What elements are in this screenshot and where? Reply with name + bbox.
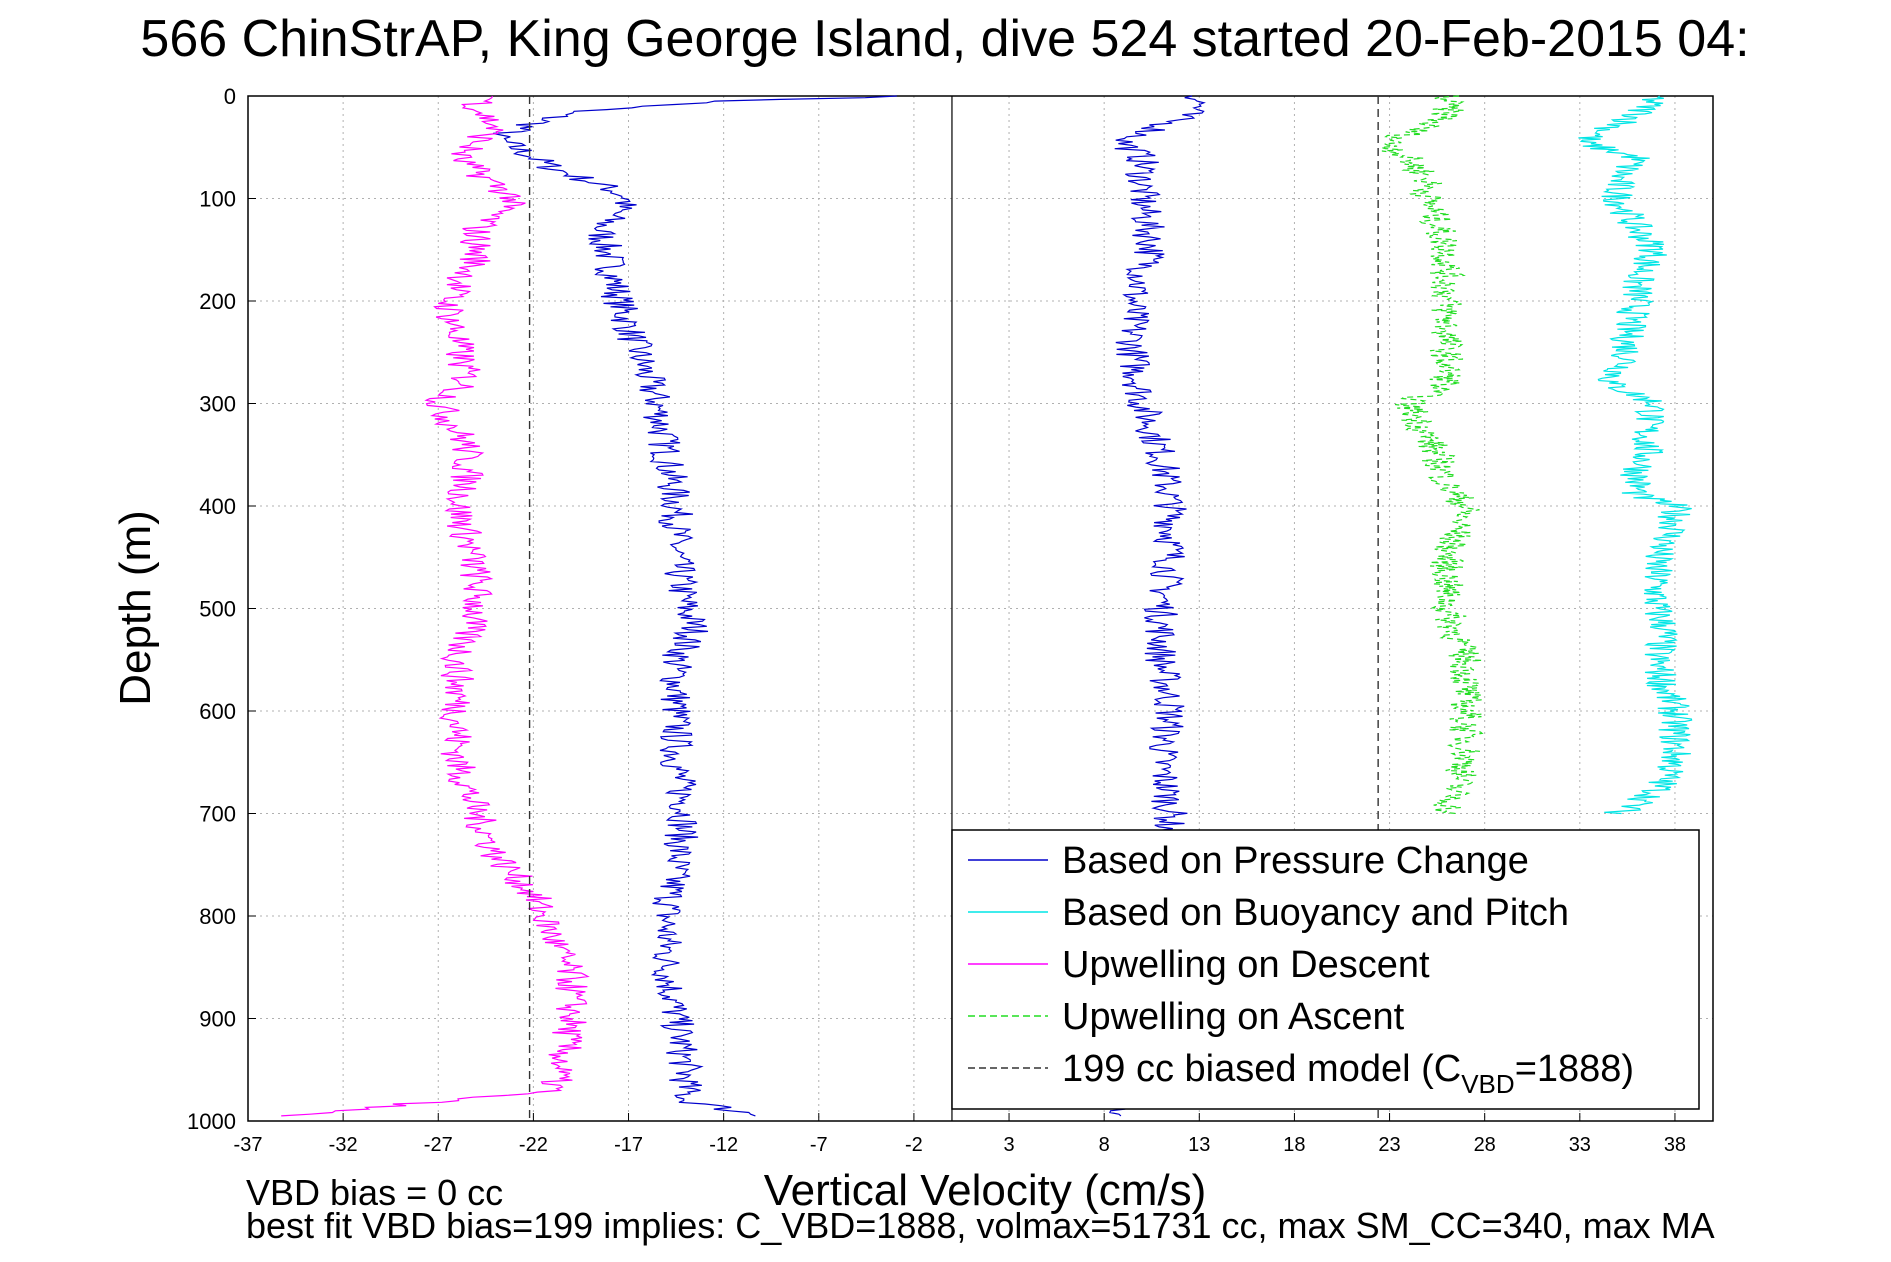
x-tick-label: -12: [709, 1134, 738, 1156]
x-tick-label: 23: [1378, 1134, 1400, 1156]
legend: Based on Pressure Change Based on Buoyanc…: [951, 829, 1700, 1110]
legend-label: Based on Buoyancy and Pitch: [1062, 892, 1569, 934]
x-tick-label: -2: [905, 1134, 923, 1156]
x-tick-labels: -37 -32 -27 -22 -17 -12 -7 -2 3 8 13 18 23 28 33 38: [234, 1134, 1687, 1156]
x-tick-label: -37: [234, 1134, 263, 1156]
chart-title: 566 ChinStrAP, King George Island, dive …: [140, 10, 1749, 68]
legend-label: Upwelling on Descent: [1062, 944, 1430, 986]
series-line: [492, 95, 897, 1117]
y-axis-label: Depth (m): [111, 510, 160, 706]
series-line: [1381, 95, 1484, 815]
x-tick-label: -7: [810, 1134, 828, 1156]
y-tick-label: 300: [199, 392, 236, 417]
y-tick-label: 700: [199, 802, 236, 827]
legend-box: [951, 829, 1700, 1110]
x-tick-label: -22: [519, 1134, 548, 1156]
series-line: [1578, 95, 1693, 815]
x-tick-label: 8: [1099, 1134, 1110, 1156]
plot-area: [247, 95, 1714, 1122]
y-tick-label: 500: [199, 597, 236, 622]
y-tick-label: 400: [199, 494, 236, 519]
x-tick-label: -17: [614, 1134, 643, 1156]
x-tick-label: 3: [1003, 1134, 1014, 1156]
y-tick-label: 900: [199, 1007, 236, 1032]
best-fit-note: best fit VBD bias=199 implies: C_VBD=188…: [246, 1205, 1715, 1246]
legend-label: Upwelling on Ascent: [1062, 996, 1405, 1038]
x-tick-label: 13: [1188, 1134, 1210, 1156]
y-tick-label: 1000: [187, 1109, 236, 1134]
x-tick-label: 18: [1283, 1134, 1305, 1156]
y-tick-label: 800: [199, 904, 236, 929]
vbd-bias-note: VBD bias = 0 cc: [246, 1172, 503, 1213]
x-tick-label: -27: [424, 1134, 453, 1156]
x-tick-label: 38: [1664, 1134, 1686, 1156]
y-tick-label: 200: [199, 289, 236, 314]
y-tick-label: 600: [199, 699, 236, 724]
x-axis-label: Vertical Velocity (cm/s): [764, 1166, 1207, 1215]
x-tick-label: -32: [329, 1134, 358, 1156]
x-tick-label: 28: [1474, 1134, 1496, 1156]
series-line: [281, 95, 590, 1117]
y-tick-label: 100: [199, 187, 236, 212]
legend-label: Based on Pressure Change: [1062, 840, 1529, 882]
x-tick-label: 33: [1569, 1134, 1591, 1156]
y-tick-labels: 0 100 200 300 400 500 600 700 800 900 1000: [187, 84, 236, 1134]
plot-frame: [247, 95, 1714, 1122]
y-tick-label: 0: [224, 84, 236, 109]
